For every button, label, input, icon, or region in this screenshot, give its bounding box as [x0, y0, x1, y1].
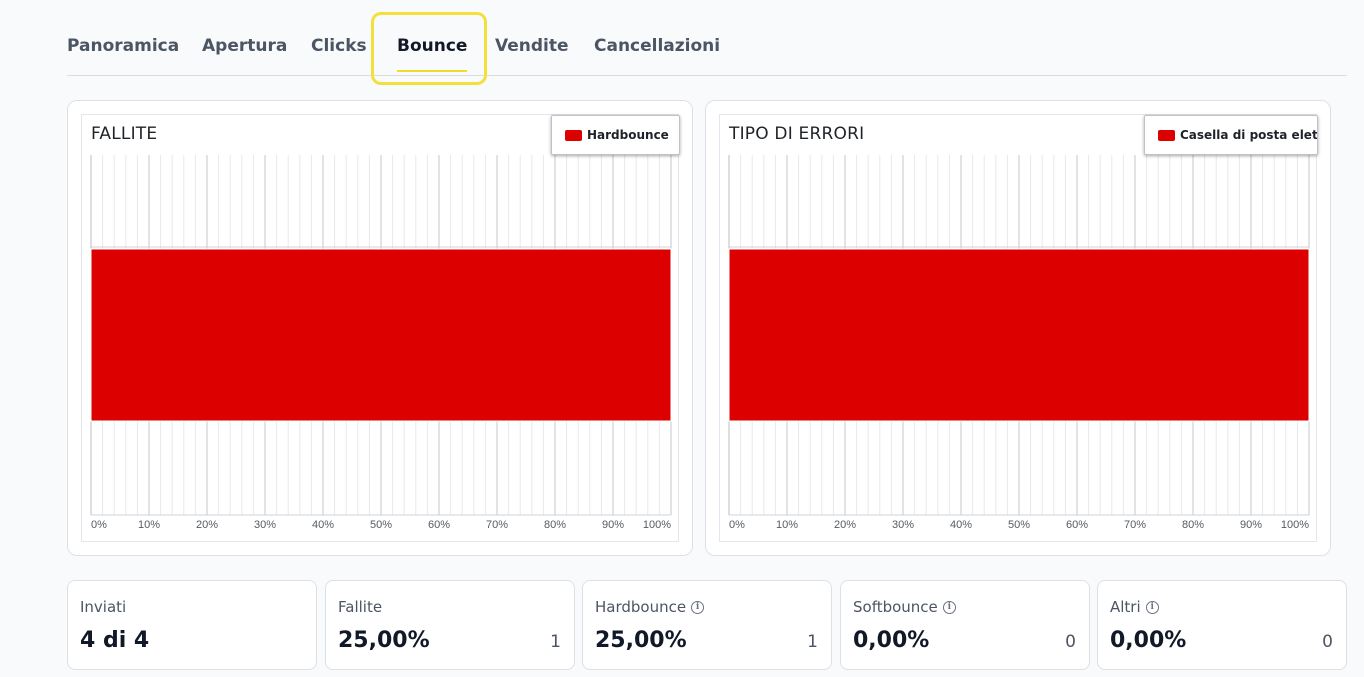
chart-card-tipo-errori: 0% 10% 20% 30% 40% 50% 60% 70% 80% 90% 100% TIPO D… — [705, 100, 1331, 556]
chart-svg-fallite: 0% 10% 20% 30% 40% 50% 60% 70% 80% 90% 100% — [90, 155, 672, 531]
stat-value: 25,00% — [338, 628, 430, 653]
tab-vendite[interactable]: Vendite — [495, 36, 569, 56]
tab-panoramica[interactable]: Panoramica — [67, 36, 180, 56]
x-tick-label: 10% — [138, 519, 160, 531]
x-tick-label: 50% — [1008, 519, 1030, 531]
chart-plot-area: 0% 10% 20% 30% 40% 50% 60% 70% 80% 90% 100% TIPO D… — [719, 114, 1318, 542]
x-tick-label: 70% — [1124, 519, 1146, 531]
chart-legend[interactable]: Hardbounce — [551, 115, 680, 155]
stat-count: 1 — [807, 632, 818, 652]
stat-label: Fallite — [338, 598, 383, 616]
stat-card-inviati: Inviati 4 di 4 — [67, 580, 317, 670]
tab-bounce[interactable]: Bounce — [397, 36, 468, 72]
x-tick-label: 0% — [91, 519, 107, 531]
stat-label: Hardbounce i — [595, 598, 705, 616]
legend-label: Casella di posta elettr — [1180, 128, 1318, 142]
x-tick-label: 80% — [1182, 519, 1204, 531]
x-tick-label: 100% — [1281, 519, 1309, 531]
x-tick-label: 60% — [428, 519, 450, 531]
x-tick-label: 30% — [254, 519, 276, 531]
bar-hardbounce — [90, 248, 672, 422]
stat-count: 0 — [1065, 632, 1076, 652]
stat-label: Altri i — [1110, 598, 1159, 616]
x-tick-label: 40% — [950, 519, 972, 531]
chart-title: TIPO DI ERRORI — [729, 124, 865, 144]
x-tick-label: 30% — [892, 519, 914, 531]
x-tick-label: 100% — [643, 519, 671, 531]
chart-svg-tipo-errori: 0% 10% 20% 30% 40% 50% 60% 70% 80% 90% 100% — [728, 155, 1310, 531]
x-tick-label: 20% — [196, 519, 218, 531]
stat-label: Softbounce i — [853, 598, 956, 616]
x-tick-label: 60% — [1066, 519, 1088, 531]
chart-legend[interactable]: Casella di posta elettr — [1144, 115, 1318, 155]
stat-label: Inviati — [80, 598, 127, 616]
x-tick-label: 40% — [312, 519, 334, 531]
bar-casella-di-posta-elettr — [728, 248, 1310, 422]
tab-apertura[interactable]: Apertura — [202, 36, 288, 56]
legend-swatch — [565, 129, 582, 141]
chart-title: FALLITE — [91, 124, 158, 144]
x-tick-label: 90% — [1240, 519, 1262, 531]
x-tick-label: 70% — [486, 519, 508, 531]
stat-value: 25,00% — [595, 628, 687, 653]
x-tick-label: 90% — [602, 519, 624, 531]
tab-bar: Panoramica Apertura Clicks Bounce Vendit… — [67, 0, 1347, 76]
info-icon[interactable]: i — [1145, 600, 1159, 614]
chart-card-fallite: 0% 10% 20% 30% 40% 50% 60% 70% 80% 90% 100% FALLIT… — [67, 100, 693, 556]
info-icon[interactable]: i — [691, 600, 705, 614]
stat-card-softbounce: Softbounce i 0,00% 0 — [840, 580, 1090, 670]
stat-count: 0 — [1322, 632, 1333, 652]
stat-count: 1 — [550, 632, 561, 652]
info-icon[interactable]: i — [942, 600, 956, 614]
stat-card-hardbounce: Hardbounce i 25,00% 1 — [582, 580, 832, 670]
tab-cancellazioni[interactable]: Cancellazioni — [594, 36, 721, 56]
stat-value: 0,00% — [853, 628, 930, 653]
x-tick-label: 0% — [729, 519, 745, 531]
legend-swatch — [1158, 129, 1175, 141]
stat-card-fallite: Fallite 25,00% 1 — [325, 580, 575, 670]
stat-card-altri: Altri i 0,00% 0 — [1097, 580, 1347, 670]
x-tick-label: 10% — [776, 519, 798, 531]
chart-plot-area: 0% 10% 20% 30% 40% 50% 60% 70% 80% 90% 100% FALLIT… — [81, 114, 680, 542]
x-tick-label: 50% — [370, 519, 392, 531]
tab-clicks[interactable]: Clicks — [311, 36, 367, 56]
stat-value: 0,00% — [1110, 628, 1187, 653]
x-tick-label: 20% — [834, 519, 856, 531]
x-tick-label: 80% — [544, 519, 566, 531]
legend-label: Hardbounce — [587, 128, 669, 142]
stat-value: 4 di 4 — [80, 628, 150, 653]
